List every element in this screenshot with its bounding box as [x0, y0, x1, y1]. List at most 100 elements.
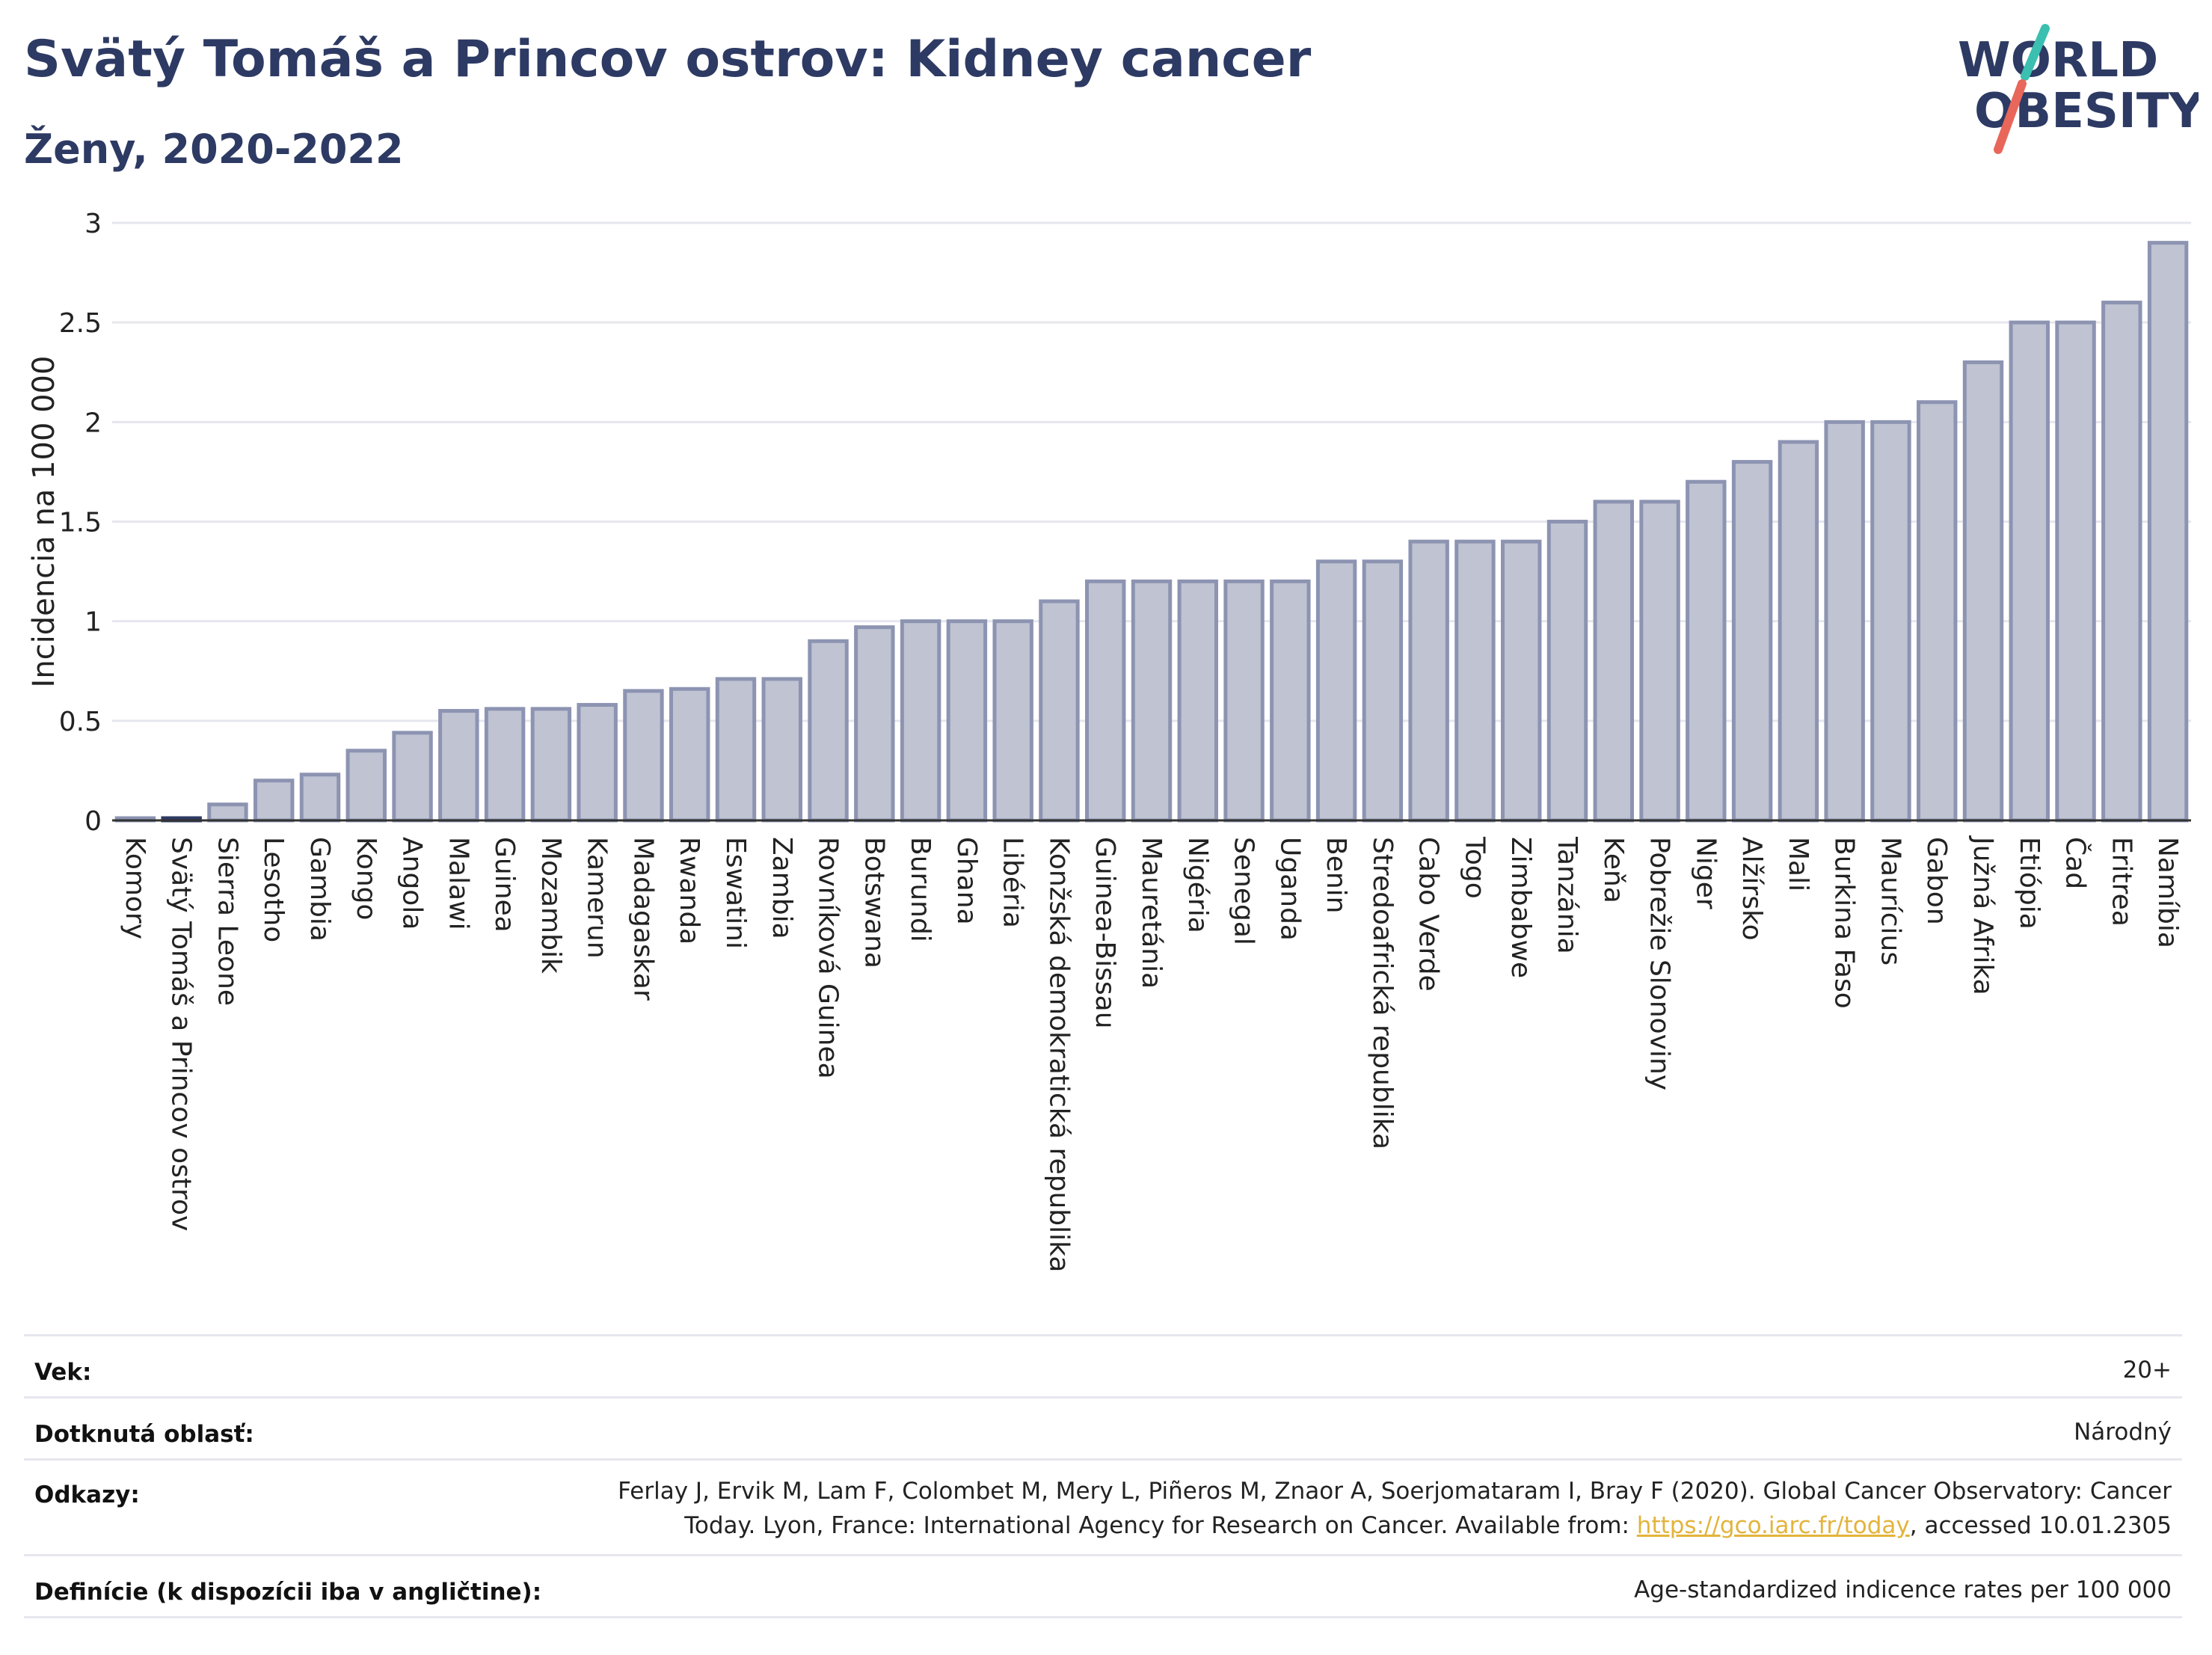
x-tick-label: Benin	[1321, 837, 1351, 913]
x-tick-label: Zambia	[766, 837, 797, 939]
x-tick-label: Keňa	[1598, 837, 1629, 903]
reference-line2: Today. Lyon, France: International Agenc…	[618, 1508, 2172, 1543]
bar-9	[530, 707, 572, 823]
info-row-definitions: Definície (k dispozícii iba v angličtine…	[24, 1554, 2182, 1618]
bar-37	[1824, 420, 1865, 823]
bar-44	[2147, 241, 2189, 823]
x-tick-label: Tanzánia	[1552, 836, 1582, 954]
logo-slash-coral	[1994, 79, 2027, 154]
x-tick-label: Maurícius	[1875, 837, 1905, 965]
y-tick-label: 2.5	[59, 308, 102, 339]
x-tick-label: Južná Afrika	[1967, 835, 1998, 995]
x-tick-label: Pobrežie Slonoviny	[1644, 837, 1675, 1090]
bar-29	[1454, 539, 1496, 823]
x-tick-label: Madagaskar	[627, 837, 658, 1001]
chart-title: Svätý Tomáš a Princov ostrov: Kidney can…	[24, 30, 1312, 89]
x-tick-label: Mozambik	[535, 837, 566, 974]
bar-31	[1546, 520, 1588, 823]
bar-19	[992, 619, 1033, 823]
bar-6	[392, 731, 433, 823]
chart-subtitle: Ženy, 2020-2022	[24, 126, 404, 173]
bar-25	[1270, 579, 1311, 823]
bar-2	[207, 802, 248, 823]
info-value-age: 20+	[2122, 1357, 2172, 1384]
x-tick-label: Gambia	[304, 837, 335, 942]
bar-18	[946, 619, 988, 823]
info-row-age: Vek: 20+	[24, 1334, 2182, 1396]
bar-13	[715, 677, 757, 823]
x-tick-label: Svätý Tomáš a Princov ostrov	[166, 837, 197, 1231]
bar-23	[1177, 579, 1218, 823]
x-tick-label: Burundi	[905, 837, 936, 942]
bar-11	[623, 689, 664, 823]
bar-36	[1778, 440, 1819, 823]
x-tick-label: Alžírsko	[1736, 837, 1767, 941]
info-row-references: Odkazy: Ferlay J, Ervik M, Lam F, Colomb…	[24, 1458, 2182, 1554]
x-tick-label: Nigéria	[1182, 837, 1213, 933]
x-tick-label: Eswatini	[720, 837, 751, 949]
x-tick-label: Čad	[2060, 837, 2092, 889]
x-tick-label: Libéria	[998, 837, 1028, 928]
logo-slash-teal	[2021, 24, 2050, 81]
bar-27	[1362, 559, 1404, 823]
bar-3	[254, 779, 295, 823]
info-value-definitions: Age-standardized indicence rates per 100…	[1634, 1576, 2172, 1603]
bar-4	[299, 773, 341, 823]
bar-5	[345, 749, 387, 823]
logo-line1: WORLD	[1958, 33, 2158, 88]
bar-12	[669, 687, 710, 823]
bar-16	[854, 625, 895, 823]
info-key-definitions: Definície (k dispozícii iba v angličtine…	[34, 1579, 542, 1606]
bar-43	[2101, 301, 2142, 823]
y-tick-label: 3	[85, 209, 102, 239]
bar-33	[1639, 500, 1680, 823]
x-tick-label: Malawi	[443, 837, 473, 930]
bar-42	[2055, 320, 2096, 823]
y-tick-label: 0	[85, 806, 102, 837]
bar-35	[1731, 460, 1773, 823]
info-value-area: Národný	[2074, 1419, 2172, 1446]
bar-38	[1870, 420, 1911, 823]
x-tick-label: Ghana	[951, 837, 982, 925]
x-tick-label: Stredoafrická republika	[1367, 837, 1398, 1149]
bar-17	[900, 619, 941, 823]
x-tick-label: Guinea-Bissau	[1090, 837, 1120, 1029]
reference-line1: Ferlay J, Ervik M, Lam F, Colombet M, Me…	[618, 1478, 2172, 1505]
bar-32	[1593, 500, 1634, 823]
x-tick-label: Botswana	[858, 837, 889, 968]
bar-15	[808, 639, 849, 823]
x-tick-label: Sierra Leone	[212, 837, 242, 1006]
x-tick-label: Angola	[397, 837, 428, 930]
x-tick-label: Gabon	[1921, 837, 1952, 925]
bar-34	[1686, 479, 1727, 823]
x-tick-label: Etiópia	[2014, 837, 2044, 930]
bar-26	[1315, 559, 1357, 823]
x-tick-label: Cabo Verde	[1413, 837, 1444, 992]
x-tick-label: Eritrea	[2106, 837, 2136, 927]
x-tick-label: Konžská demokratická republika	[1043, 837, 1074, 1272]
bar-10	[577, 703, 618, 823]
x-tick-label: Kongo	[351, 837, 381, 921]
info-key-area: Dotknutá oblasť:	[34, 1421, 254, 1448]
x-tick-label: Komory	[120, 837, 150, 939]
y-tick-label: 1	[85, 607, 102, 638]
x-tick-label: Mauretánia	[1136, 837, 1167, 989]
bar-28	[1408, 539, 1449, 823]
x-tick-label: Namíbia	[2152, 837, 2183, 948]
info-key-references: Odkazy:	[34, 1481, 140, 1508]
x-tick-label: Rwanda	[674, 837, 704, 945]
reference-link[interactable]: https://gco.iarc.fr/today	[1636, 1512, 1910, 1539]
x-tick-label: Togo	[1459, 836, 1490, 899]
bar-22	[1131, 579, 1173, 823]
bar-8	[484, 707, 526, 823]
bar-21	[1085, 579, 1126, 823]
x-tick-label: Burkina Faso	[1829, 837, 1860, 1009]
bar-7	[438, 709, 479, 823]
bar-20	[1039, 599, 1080, 823]
bar-40	[1962, 360, 2004, 823]
x-tick-label: Lesotho	[258, 837, 289, 942]
y-tick-label: 2	[85, 408, 102, 438]
bar-30	[1501, 539, 1542, 823]
x-tick-label: Mali	[1783, 837, 1813, 891]
reference-line2-end: , accessed 10.01.2305	[1909, 1512, 2172, 1539]
